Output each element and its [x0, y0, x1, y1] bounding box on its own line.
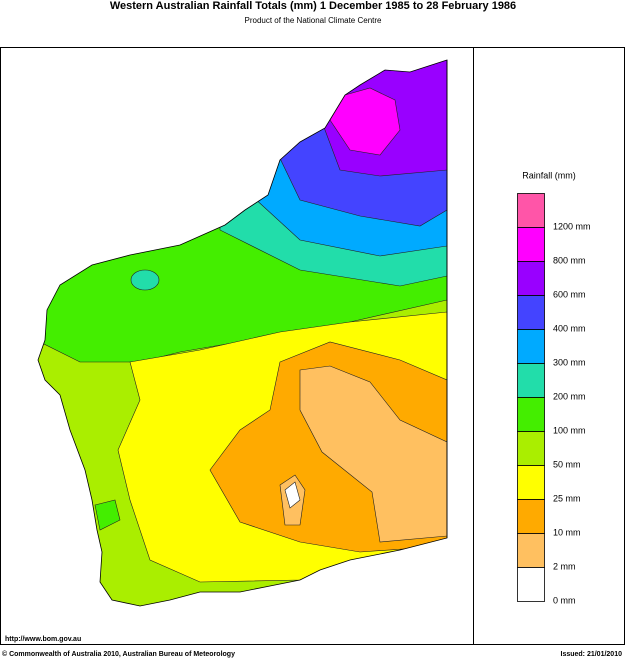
legend-swatch	[517, 431, 545, 466]
rainfall-map	[38, 60, 447, 606]
legend-label: 100 mm	[553, 425, 586, 435]
legend-swatch	[517, 227, 545, 262]
legend-label: 800 mm	[553, 255, 586, 265]
legend-swatch	[517, 465, 545, 500]
coastline	[37, 59, 448, 607]
zone-100-200-sw	[94, 499, 121, 531]
legend: 1200 mm 800 mm 600 mm 400 mm 300 mm 200 mm 100…	[517, 193, 591, 605]
legend-label: 1200 mm	[553, 221, 591, 231]
zone-2-10	[299, 365, 447, 543]
legend-label: 300 mm	[553, 357, 586, 367]
legend-swatch	[517, 499, 545, 534]
zone-patch	[130, 269, 160, 291]
legend-label: 2 mm	[553, 561, 576, 571]
legend-swatch	[517, 329, 545, 364]
legend-swatch	[517, 567, 545, 602]
map-title: Western Australian Rainfall Totals (mm) …	[110, 0, 516, 12]
legend-title: Rainfall (mm)	[522, 170, 576, 180]
footer-copyright: © Commonwealth of Australia 2010, Austra…	[2, 650, 235, 658]
footer-url: http://www.bom.gov.au	[5, 636, 81, 643]
legend-label: 25 mm	[553, 493, 581, 503]
legend-label: 600 mm	[553, 289, 586, 299]
legend-swatch	[517, 193, 545, 228]
legend-swatch	[517, 261, 545, 296]
legend-swatch	[517, 533, 545, 568]
legend-label: 400 mm	[553, 323, 586, 333]
legend-swatch	[517, 363, 545, 398]
zone-0-2	[284, 481, 301, 509]
legend-label: 200 mm	[553, 391, 586, 401]
footer-issued: Issued: 21/01/2010	[561, 651, 623, 658]
map-subtitle: Product of the National Climate Centre	[245, 16, 383, 25]
legend-label: 10 mm	[553, 527, 581, 537]
map-frame	[0, 47, 625, 645]
legend-label: 0 mm	[553, 595, 576, 605]
legend-label: 50 mm	[553, 459, 581, 469]
zone-800-1200	[329, 87, 401, 156]
legend-swatch	[517, 397, 545, 432]
legend-swatch	[517, 295, 545, 330]
